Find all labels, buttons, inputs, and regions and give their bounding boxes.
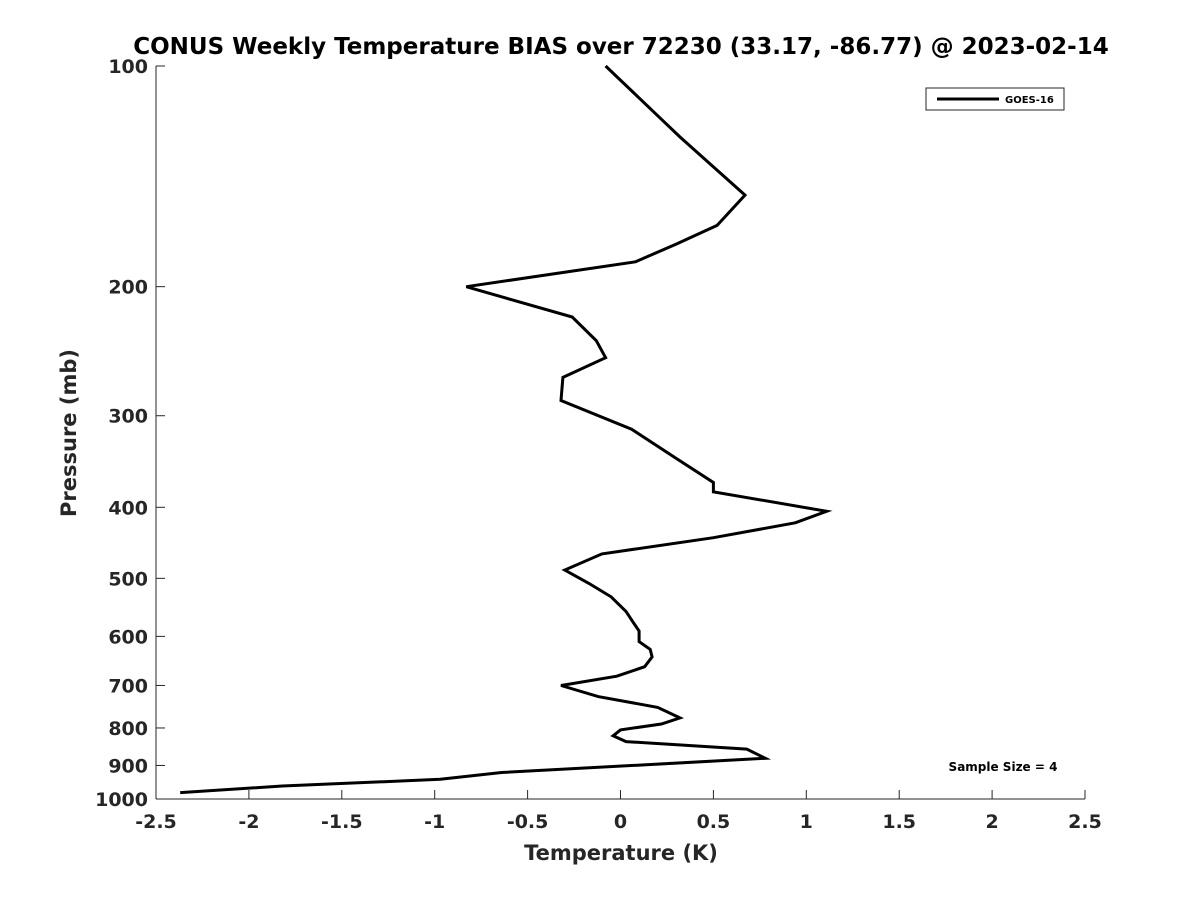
x-axis-label: Temperature (K)	[524, 841, 718, 865]
x-tick-label: -1	[424, 811, 445, 833]
x-tick-label: 0	[614, 811, 627, 833]
series-layer	[180, 64, 833, 795]
y-axis-label: Pressure (mb)	[57, 349, 81, 517]
x-tick-label: -1.5	[321, 811, 363, 833]
x-tick-label: -2	[238, 811, 259, 833]
x-tick-label: 2	[985, 811, 998, 833]
y-tick-label: 400	[108, 497, 148, 519]
legend-label-goes-16: GOES-16	[1005, 95, 1054, 106]
chart-title: CONUS Weekly Temperature BIAS over 72230…	[133, 34, 1108, 60]
y-tick-label: 700	[108, 675, 148, 697]
y-tick-label: 100	[108, 56, 148, 78]
x-tick-label: 2.5	[1068, 811, 1102, 833]
sample-size-annotation: Sample Size = 4	[949, 760, 1058, 774]
y-axis: 100 200 300 400 500 600 700 800 900 1000	[95, 56, 165, 811]
y-tick-label: 200	[108, 277, 148, 299]
x-axis: -2.5 -2 -1.5 -1 -0.5 0 0.5 1 1.5 2 2.5	[135, 790, 1102, 833]
y-tick-label: 600	[108, 626, 148, 648]
series-line-goes-16	[180, 64, 833, 795]
y-tick-label: 900	[108, 755, 148, 777]
legend: GOES-16	[925, 87, 1065, 111]
y-tick-label: 500	[108, 568, 148, 590]
y-tick-label: 300	[108, 406, 148, 428]
x-tick-label: 0.5	[697, 811, 731, 833]
x-tick-label: -2.5	[135, 811, 177, 833]
x-tick-label: -0.5	[507, 811, 549, 833]
x-tick-label: 1	[800, 811, 813, 833]
y-tick-label: 1000	[95, 789, 148, 811]
y-tick-label: 800	[108, 718, 148, 740]
x-tick-label: 1.5	[882, 811, 916, 833]
